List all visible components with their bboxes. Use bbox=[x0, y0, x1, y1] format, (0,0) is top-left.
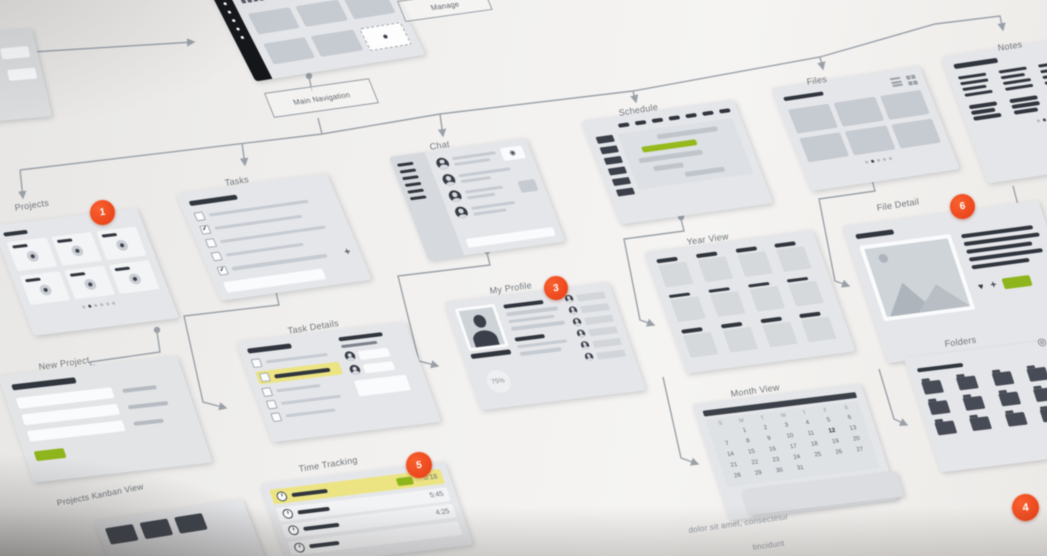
project-tile bbox=[51, 231, 103, 266]
folder-icon bbox=[956, 375, 980, 391]
folder-icon bbox=[997, 391, 1021, 407]
time-value: 4:25 bbox=[434, 507, 451, 517]
add-widget-placeholder bbox=[358, 22, 413, 52]
sun-icon bbox=[877, 253, 890, 264]
month-tile bbox=[786, 275, 829, 307]
folder-icon bbox=[934, 420, 958, 436]
main-navigation-label: Main Navigation bbox=[291, 89, 352, 107]
plus-icon: + bbox=[988, 279, 999, 291]
time-value: 5:45 bbox=[428, 490, 445, 500]
month-tile bbox=[668, 290, 710, 323]
folder-icon bbox=[1004, 411, 1028, 427]
rail-left bbox=[19, 133, 323, 171]
month-tile bbox=[680, 326, 723, 358]
member-row bbox=[575, 325, 618, 338]
project-tile bbox=[108, 260, 160, 294]
file-tile bbox=[879, 89, 930, 120]
month-tile bbox=[774, 240, 816, 272]
my-profile-card: 75% bbox=[444, 281, 647, 411]
month-tile bbox=[747, 280, 789, 312]
progress-value: 75% bbox=[482, 368, 514, 394]
clock-icon bbox=[292, 541, 306, 553]
clock-icon bbox=[286, 524, 301, 536]
note-group bbox=[1038, 60, 1047, 85]
add-task-icon: + bbox=[342, 246, 353, 258]
connector-yearview-to-monthview bbox=[662, 376, 700, 466]
month-tile bbox=[695, 250, 737, 282]
clock-icon bbox=[275, 490, 289, 502]
connector-nav-junction bbox=[317, 117, 323, 135]
month-grid: S M T W T F S 1 2 3 4 5 6 7 8 9 10 11 12 13 14 15 16 17 18 19 20 21… bbox=[705, 400, 881, 488]
month-tile bbox=[707, 285, 750, 317]
submit-button bbox=[33, 447, 67, 461]
note-group bbox=[1008, 95, 1045, 115]
checked-checkbox: ✓ bbox=[216, 265, 229, 276]
month-tile bbox=[759, 315, 802, 347]
task-details-card bbox=[236, 321, 442, 443]
drop-files bbox=[817, 56, 826, 71]
manage-label: Manage bbox=[429, 0, 461, 12]
month-tile bbox=[720, 320, 762, 353]
file-tile bbox=[787, 103, 839, 134]
file-tile bbox=[844, 124, 896, 155]
progress-donut: 75% bbox=[476, 362, 521, 399]
folder-icon bbox=[1032, 387, 1047, 403]
folder-icon bbox=[927, 400, 951, 416]
list-view-icon bbox=[889, 77, 903, 88]
new-project-card bbox=[0, 355, 213, 483]
mountain-icon bbox=[908, 280, 971, 315]
project-tile bbox=[64, 265, 115, 300]
settings-icon: ◎ bbox=[1036, 336, 1047, 349]
month-tile bbox=[734, 245, 777, 277]
heart-icon: ♥ bbox=[976, 281, 986, 292]
bar-chart-icon bbox=[234, 0, 284, 4]
project-tile bbox=[19, 271, 71, 305]
folder-icon bbox=[921, 379, 945, 395]
note-group bbox=[957, 72, 996, 97]
start-button bbox=[395, 475, 415, 486]
member-row bbox=[563, 290, 606, 304]
file-tile bbox=[833, 96, 884, 127]
form-input bbox=[26, 419, 126, 442]
member-row bbox=[567, 302, 610, 315]
download-button bbox=[1001, 274, 1033, 290]
member-row bbox=[583, 348, 626, 362]
file-tile bbox=[890, 118, 941, 149]
drop-projects bbox=[18, 169, 27, 200]
folder-icon bbox=[991, 371, 1015, 387]
connector-sidebar-to-dashboard bbox=[31, 38, 196, 53]
clock-icon bbox=[281, 507, 295, 519]
project-tile bbox=[6, 237, 58, 272]
month-tile bbox=[655, 255, 698, 287]
note-group bbox=[997, 66, 1036, 91]
member-row bbox=[579, 337, 622, 350]
folder-icon bbox=[969, 416, 993, 432]
drop-tasks bbox=[239, 142, 249, 167]
drop-chat bbox=[437, 113, 447, 138]
profile-photo-placeholder bbox=[454, 303, 509, 352]
member-row bbox=[571, 314, 614, 327]
search-icon: ◉ bbox=[508, 149, 518, 158]
folder-icon bbox=[962, 395, 986, 411]
month-tile bbox=[799, 310, 841, 342]
file-tile bbox=[799, 131, 850, 162]
grid-view-icon bbox=[905, 74, 919, 86]
project-tile bbox=[95, 226, 147, 261]
image-placeholder bbox=[859, 233, 976, 322]
connector-filedetail-to-folders bbox=[878, 368, 909, 426]
note-group bbox=[968, 101, 1005, 121]
drop-schedule bbox=[630, 90, 639, 104]
checked-checkbox: ✓ bbox=[199, 224, 212, 235]
folder-icon bbox=[1026, 366, 1047, 382]
gantt-area bbox=[617, 117, 754, 190]
folder-icon bbox=[1039, 407, 1047, 423]
